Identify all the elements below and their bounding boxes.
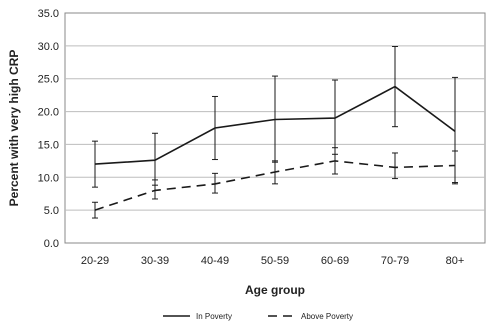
series-layer xyxy=(92,46,458,219)
x-tick-label: 60-69 xyxy=(321,255,349,267)
error-bar-above-poverty xyxy=(152,179,158,200)
error-bar-above-poverty xyxy=(92,201,98,219)
error-bar-above-poverty xyxy=(212,172,218,194)
x-axis-title: Age group xyxy=(245,283,305,297)
error-bar-above-poverty xyxy=(272,160,278,185)
y-axis-title: Percent with very high CRP xyxy=(7,50,21,207)
x-tick-label: 20-29 xyxy=(81,255,109,267)
x-tick-label: 50-59 xyxy=(261,255,289,267)
x-tick-label: 30-39 xyxy=(141,255,169,267)
x-tick-label: 80+ xyxy=(446,255,465,267)
y-tick-label: 25.0 xyxy=(38,74,59,86)
error-bar-above-poverty xyxy=(392,152,398,180)
y-tick-label: 10.0 xyxy=(38,172,59,184)
error-bar-in-poverty xyxy=(392,46,398,128)
y-tick-label: 35.0 xyxy=(38,8,59,20)
y-tick-label: 15.0 xyxy=(38,139,59,151)
error-bar-above-poverty xyxy=(332,147,338,175)
legend-label-in-poverty: In Poverty xyxy=(196,312,232,321)
legend-label-above-poverty: Above Poverty xyxy=(301,312,353,321)
y-tick-label: 0.0 xyxy=(44,238,59,250)
legend: In Poverty Above Poverty xyxy=(163,312,353,321)
error-bar-above-poverty xyxy=(452,150,458,184)
y-tick-label: 20.0 xyxy=(38,107,59,119)
error-bar-in-poverty xyxy=(92,140,98,188)
y-tick-label: 5.0 xyxy=(44,205,59,217)
x-tick-label: 40-49 xyxy=(201,255,229,267)
error-bar-in-poverty xyxy=(212,95,218,161)
y-tick-label: 30.0 xyxy=(38,41,59,53)
x-tick-label: 70-79 xyxy=(381,255,409,267)
x-tick-labels: 20-29 30-39 40-49 50-59 60-69 70-79 80+ xyxy=(81,255,464,267)
y-tick-labels: 0.0 5.0 10.0 15.0 20.0 25.0 30.0 35.0 xyxy=(38,8,59,250)
